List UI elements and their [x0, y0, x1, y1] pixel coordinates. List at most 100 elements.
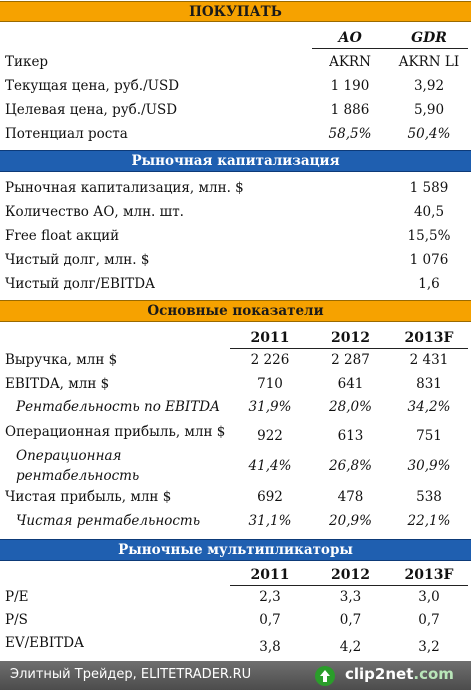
brand-part-b: net	[385, 665, 414, 683]
row-value: 1 589	[409, 180, 449, 196]
value-2013f: 751	[416, 428, 442, 444]
indicators-header-underline	[230, 348, 468, 349]
row-label-line2: рентабельность	[16, 468, 140, 484]
row-label: Чистая рентабельность	[16, 513, 201, 529]
value-2012: 2 287	[331, 352, 370, 368]
value-2013f: 538	[416, 489, 442, 505]
multiples-year-header: 2011 2012 2013F	[0, 563, 471, 587]
market-cap-row: Free float акций 15,5%	[0, 224, 471, 248]
market-cap-row: Рыночная капитализация, млн. $ 1 589	[0, 176, 471, 200]
value-2012: 20,9%	[329, 513, 372, 529]
value-gdr: 50,4%	[407, 126, 451, 142]
value-ao: 58,5%	[328, 126, 372, 142]
value-gdr: 3,92	[413, 78, 445, 94]
indicator-row-ebitda: EBITDA, млн $ 710 641 831	[0, 372, 471, 396]
row-value: 40,5	[413, 204, 445, 220]
multiple-row-ev-ebitda: EV/EBITDA 3,8 4,2 3,2	[0, 631, 471, 655]
buy-row-target-price: Целевая цена, руб./USD 1 886 5,90	[0, 98, 471, 122]
row-value: 1 076	[409, 252, 449, 268]
indicators-year-header: 2011 2012 2013F	[0, 326, 471, 350]
row-label: Текущая цена, руб./USD	[5, 78, 180, 94]
multiples-section-title: Рыночные мультипликаторы	[118, 542, 353, 558]
value-2013f: 0,7	[418, 612, 440, 628]
upload-arrow-icon	[315, 666, 335, 686]
indicator-row-operating-margin: Операционная рентабельность 41,4% 26,8% …	[0, 446, 471, 486]
row-label: Целевая цена, руб./USD	[5, 102, 178, 118]
value-2011: 31,9%	[248, 399, 292, 415]
row-label-line1: Операционная	[16, 448, 122, 464]
buy-row-ticker: Тикер AKRN AKRN LI	[0, 50, 471, 74]
year-header: 2012	[331, 567, 370, 583]
value-2013f: 3,2	[418, 639, 440, 655]
value-2011: 2,3	[259, 589, 281, 605]
value-ao: 1 190	[330, 78, 370, 94]
indicator-row-net-profit: Чистая прибыль, млн $ 692 478 538	[0, 485, 471, 509]
value-2011: 31,1%	[248, 513, 292, 529]
market-cap-row: Чистый долг/EBITDA 1,6	[0, 272, 471, 296]
brand-suffix: .com	[413, 665, 454, 683]
value-2011: 41,4%	[248, 458, 292, 474]
value-ao: AKRN	[329, 54, 371, 70]
row-label: Рентабельность по EBITDA	[16, 399, 220, 415]
multiple-row-ps: P/S 0,7 0,7 0,7	[0, 608, 471, 632]
row-label: P/S	[5, 612, 28, 628]
value-2012: 26,8%	[329, 458, 372, 474]
value-2012: 3,3	[339, 589, 362, 605]
row-value: 15,5%	[407, 228, 451, 244]
value-2012: 478	[337, 489, 364, 505]
indicators-section-title: Основные показатели	[147, 303, 324, 319]
value-2012: 0,7	[339, 612, 362, 628]
market-cap-row: Количество АО, млн. шт. 40,5	[0, 200, 471, 224]
value-2013f: 3,0	[418, 589, 440, 605]
indicator-row-operating-profit: Операционная прибыль, млн $ 922 613 751	[0, 420, 471, 444]
market-cap-section-title: Рыночная капитализация	[131, 153, 340, 169]
row-label: Количество АО, млн. шт.	[5, 204, 184, 220]
row-label: Тикер	[5, 54, 49, 70]
value-ao: 1 886	[330, 102, 370, 118]
value-2011: 3,8	[259, 639, 281, 655]
row-label: EBITDA, млн $	[5, 376, 110, 392]
value-2012: 613	[337, 428, 364, 444]
buy-section-title: ПОКУПАТЬ	[189, 4, 282, 20]
buy-header-underline	[312, 48, 468, 49]
brand-part-a: clip2	[345, 665, 386, 683]
year-header: 2011	[250, 330, 290, 346]
multiples-header-underline	[230, 585, 468, 586]
value-2013f: 22,1%	[407, 513, 451, 529]
value-2011: 710	[257, 376, 283, 392]
col-header-ao: АО	[338, 30, 362, 46]
row-label: Операционная прибыль, млн $	[5, 424, 226, 440]
value-2012: 28,0%	[329, 399, 372, 415]
value-2011: 0,7	[259, 612, 281, 628]
row-label: Free float акций	[5, 228, 120, 244]
clip2net-logo[interactable]: clip2net.com	[345, 665, 454, 683]
row-label: Потенциал роста	[5, 126, 128, 142]
year-header: 2013F	[404, 567, 454, 583]
value-2013f: 831	[416, 376, 442, 392]
market-cap-section-header: Рыночная капитализация	[0, 150, 471, 172]
row-label: Рыночная капитализация, млн. $	[5, 180, 244, 196]
year-header: 2011	[250, 567, 290, 583]
row-label: EV/EBITDA	[5, 635, 84, 651]
value-2011: 922	[257, 428, 283, 444]
indicator-row-revenue: Выручка, млн $ 2 226 2 287 2 431	[0, 348, 471, 372]
multiple-row-pe: P/E 2,3 3,3 3,0	[0, 585, 471, 609]
footer-bar: Элитный Трейдер, ELITETRADER.RU clip2net…	[0, 661, 471, 690]
value-gdr: AKRN LI	[398, 54, 460, 70]
col-header-gdr: GDR	[411, 30, 447, 46]
indicators-section-header: Основные показатели	[0, 300, 471, 322]
year-header: 2013F	[404, 330, 454, 346]
indicator-row-net-margin: Чистая рентабельность 31,1% 20,9% 22,1%	[0, 509, 471, 533]
row-label: Чистый долг, млн. $	[5, 252, 150, 268]
buy-row-current-price: Текущая цена, руб./USD 1 190 3,92	[0, 74, 471, 98]
value-2011: 2 226	[250, 352, 290, 368]
multiples-section-header: Рыночные мультипликаторы	[0, 539, 471, 561]
row-label: Чистая прибыль, млн $	[5, 489, 172, 505]
year-header: 2012	[331, 330, 370, 346]
indicator-row-ebitda-margin: Рентабельность по EBITDA 31,9% 28,0% 34,…	[0, 395, 471, 419]
value-2013f: 30,9%	[407, 458, 451, 474]
row-label: P/E	[5, 589, 29, 605]
value-2011: 692	[257, 489, 283, 505]
row-value: 1,6	[418, 276, 440, 292]
footer-caption: Элитный Трейдер, ELITETRADER.RU	[10, 667, 252, 682]
